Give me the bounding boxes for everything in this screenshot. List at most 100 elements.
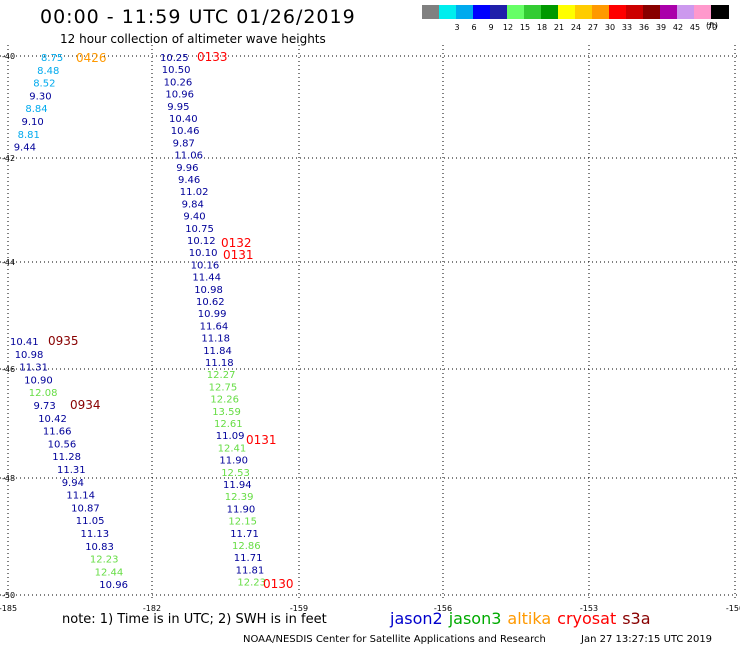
track-b-value: 12.86 xyxy=(232,541,261,552)
pass-time-label: 0131 xyxy=(223,248,254,262)
color-scale-label: 3 xyxy=(454,23,460,32)
axis-tick-labels: -40 -42 -44 -46 -48 -50 -185 -182 -159 -156 -153 -1… xyxy=(0,52,740,613)
wave-height-values: 8.758.488.529.308.849.108.819.4410.2510.… xyxy=(10,53,266,591)
color-scale-label: 24 xyxy=(570,23,582,32)
latitude-tick-label: -46 xyxy=(2,365,15,374)
track-b-value: 11.90 xyxy=(219,456,248,467)
color-scale-swatch xyxy=(456,5,474,19)
color-scale-swatch xyxy=(422,5,440,19)
track-b-value: 10.16 xyxy=(191,260,220,271)
pass-time-label: 0426 xyxy=(76,51,107,65)
map-subtitle: 12 hour collection of altimeter wave hei… xyxy=(60,32,326,46)
track-c-value: 11.14 xyxy=(66,491,95,502)
track-b-value: 10.25 xyxy=(160,53,189,64)
track-c-value: 10.98 xyxy=(15,350,44,361)
track-b-value: 11.94 xyxy=(223,480,252,491)
track-b-value: 11.02 xyxy=(180,187,209,198)
legend-jason3: jason3 xyxy=(448,609,502,628)
latitude-tick-label: -50 xyxy=(2,591,15,600)
track-b-value: 10.26 xyxy=(164,77,193,88)
pass-time-label: 0130 xyxy=(263,577,294,591)
track-b-value: 10.99 xyxy=(198,309,227,320)
track-b-value: 12.75 xyxy=(209,382,238,393)
track-a-value: 8.52 xyxy=(33,79,55,90)
track-b-value: 12.39 xyxy=(225,492,254,503)
track-b-value: 10.10 xyxy=(189,248,218,259)
color-scale-swatch xyxy=(473,5,491,19)
track-c-value: 10.41 xyxy=(10,337,39,348)
track-b-value: 12.26 xyxy=(210,395,239,406)
track-b-value: 10.40 xyxy=(169,114,198,125)
track-b-value: 11.09 xyxy=(216,431,245,442)
color-scale-swatch xyxy=(507,5,525,19)
color-scale-swatch xyxy=(592,5,610,19)
track-c-value: 12.08 xyxy=(29,388,58,399)
track-b-value: 11.71 xyxy=(234,553,263,564)
track-a-value: 8.84 xyxy=(25,104,47,115)
track-b-value: 12.53 xyxy=(221,468,250,479)
track-c-value: 11.66 xyxy=(43,427,72,438)
color-scale-label: 15 xyxy=(519,23,531,32)
latitude-tick-label: -40 xyxy=(2,52,15,61)
map-title: 00:00 - 11:59 UTC 01/26/2019 xyxy=(40,6,356,28)
track-c-value: 11.31 xyxy=(57,465,86,476)
track-b-value: 12.15 xyxy=(228,517,257,528)
legend-s3a: s3a xyxy=(622,609,651,628)
color-scale-label: 36 xyxy=(638,23,650,32)
longitude-tick-label: -159 xyxy=(290,604,308,613)
satellite-legend: jason2 jason3 altika cryosat s3a xyxy=(390,609,657,628)
track-b-value: 9.84 xyxy=(182,199,204,210)
longitude-tick-label: -150 xyxy=(726,604,740,613)
track-b-value: 11.81 xyxy=(236,565,265,576)
track-a-value: 8.48 xyxy=(37,66,59,77)
track-b-value: 12.23 xyxy=(237,578,266,589)
pass-time-label: 0935 xyxy=(48,334,79,348)
track-b-value: 10.50 xyxy=(162,65,191,76)
scale-unit-label: (ft) xyxy=(706,21,719,30)
track-b-value: 10.75 xyxy=(185,224,214,235)
track-c-value: 12.23 xyxy=(90,555,119,566)
track-b-value: 11.18 xyxy=(201,334,230,345)
color-scale-label: 18 xyxy=(536,23,548,32)
color-scale-label: 6 xyxy=(471,23,477,32)
track-c-value: 9.94 xyxy=(62,478,84,489)
track-b-value: 12.41 xyxy=(218,443,247,454)
color-scale-label: 9 xyxy=(488,23,494,32)
track-b-value: 9.87 xyxy=(173,138,195,149)
pass-time-label: 0132 xyxy=(221,236,252,250)
longitude-tick-label: -185 xyxy=(0,604,17,613)
track-b-value: 9.46 xyxy=(178,175,200,186)
color-scale-swatch xyxy=(558,5,576,19)
track-a-value: 8.81 xyxy=(18,130,40,141)
track-b-value: 10.62 xyxy=(196,297,225,308)
track-b-value: 13.59 xyxy=(212,407,241,418)
color-scale-swatch xyxy=(711,5,729,19)
pass-time-label: 0131 xyxy=(246,433,277,447)
track-b-value: 10.46 xyxy=(171,126,200,137)
color-scale-swatch xyxy=(609,5,627,19)
track-b-value: 11.64 xyxy=(200,321,229,332)
track-b-value: 10.98 xyxy=(194,285,223,296)
track-c-value: 11.05 xyxy=(76,516,105,527)
track-b-value: 12.27 xyxy=(207,370,236,381)
generated-timestamp: Jan 27 13:27:15 UTC 2019 xyxy=(581,634,713,645)
color-scale-swatch xyxy=(643,5,661,19)
track-b-value: 11.44 xyxy=(192,273,221,284)
track-c-value: 11.31 xyxy=(19,363,48,374)
longitude-tick-label: -182 xyxy=(143,604,161,613)
track-b-value: 11.84 xyxy=(203,346,232,357)
color-scale-swatch xyxy=(524,5,542,19)
track-c-value: 10.87 xyxy=(71,503,100,514)
track-c-value: 10.96 xyxy=(99,580,128,591)
track-c-value: 10.90 xyxy=(24,375,53,386)
track-b-value: 9.40 xyxy=(183,212,205,223)
credit-text: NOAA/NESDIS Center for Satellite Applica… xyxy=(243,634,546,645)
track-b-value: 11.06 xyxy=(174,151,203,162)
track-b-value: 10.96 xyxy=(165,90,194,101)
color-scale-label: 70 xyxy=(706,23,718,32)
track-c-value: 10.56 xyxy=(48,439,77,450)
latitude-tick-label: -48 xyxy=(2,474,15,483)
color-scale-label: 30 xyxy=(604,23,616,32)
color-scale-label: 45 xyxy=(689,23,701,32)
